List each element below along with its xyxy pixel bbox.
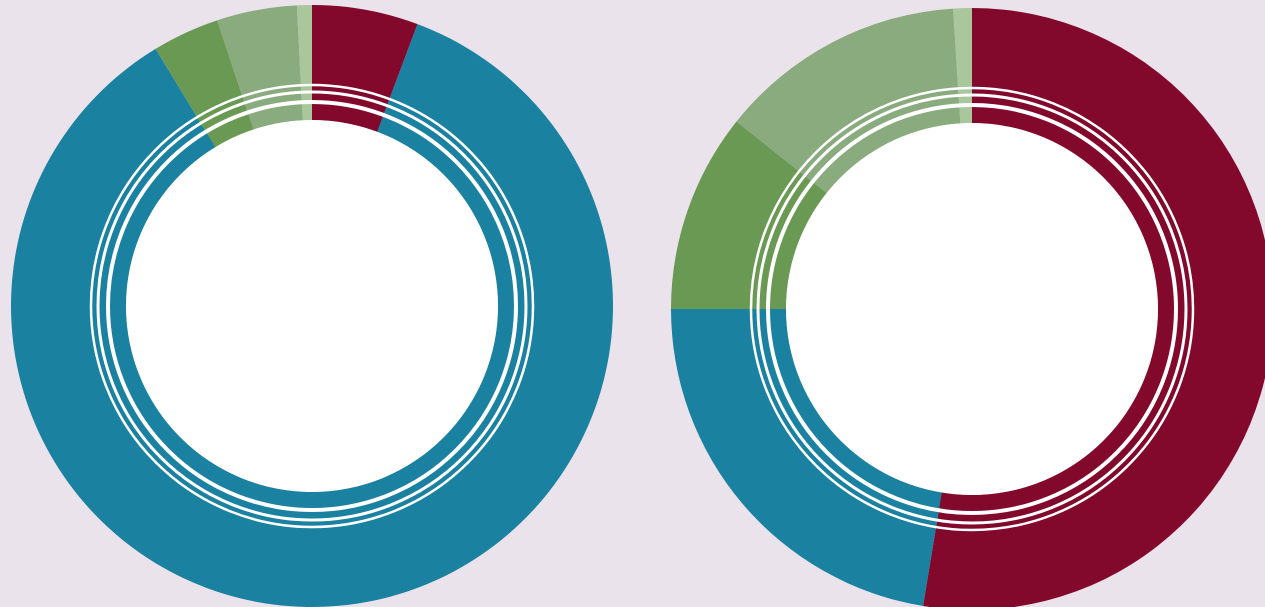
donut-1-ring-line-1 xyxy=(106,100,518,512)
donut-2-ring-line-2 xyxy=(756,93,1188,525)
donut-chart-2 xyxy=(671,8,1265,607)
donut-2-ring-line-3 xyxy=(749,86,1195,532)
donut-2-inner-band-2 xyxy=(768,309,942,511)
donut-2-ring-line-1 xyxy=(766,103,1178,515)
donut-1-slice-1 xyxy=(312,5,418,132)
donut-1-slice-3 xyxy=(155,20,254,148)
donut-1-ring-line-2 xyxy=(96,90,528,522)
donut-2-slice-4 xyxy=(736,8,961,194)
donut-2-slice-1 xyxy=(923,8,1265,607)
donut-1-inner-band-3 xyxy=(205,112,254,148)
donut-1-slice-4 xyxy=(217,5,303,130)
donut-1-ring-line-3 xyxy=(89,83,535,529)
donut-chart-1 xyxy=(11,5,613,607)
donut-2-inner-band-4 xyxy=(812,105,961,194)
donut-2-center xyxy=(786,123,1158,495)
donut-1-center xyxy=(126,120,498,492)
donut-1-inner-band-5 xyxy=(301,102,312,121)
donut-2-inner-band-5 xyxy=(959,105,972,124)
donut-2-inner-band-3 xyxy=(768,181,827,309)
donut-2-slice-2 xyxy=(671,309,942,606)
